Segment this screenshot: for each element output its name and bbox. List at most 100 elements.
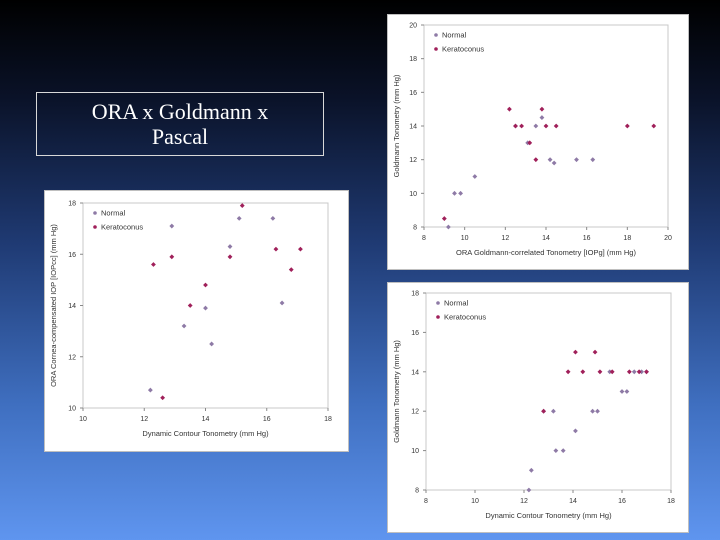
y-axis-label: Goldmann Tonometry (mm Hg) <box>392 74 401 177</box>
data-point-keratoconus <box>298 246 303 252</box>
data-point-keratoconus <box>203 282 208 288</box>
data-point-normal <box>147 387 153 393</box>
data-point-normal <box>181 323 187 329</box>
x-tick-label: 12 <box>501 235 509 242</box>
y-tick-label: 18 <box>68 201 76 208</box>
x-tick-label: 18 <box>667 498 675 505</box>
x-axis-label: ORA Goldmann-correlated Tonometry [IOPg]… <box>456 248 636 257</box>
data-point-keratoconus <box>160 395 166 401</box>
plot-area <box>82 202 329 409</box>
y-tick-label: 12 <box>409 157 417 164</box>
y-tick-label: 14 <box>411 369 419 376</box>
scatter-svg: 8 10 12 14 16 18 20 8 10 12 14 16 18 20 ORA Goldmann-c… <box>392 23 672 258</box>
data-point-normal <box>279 300 285 306</box>
data-point-normal <box>236 215 242 221</box>
data-point-keratoconus <box>239 203 245 208</box>
y-tick-label: 14 <box>68 303 76 310</box>
data-point-keratoconus <box>513 123 518 129</box>
chart-dct-goldmann: 8 10 12 14 16 18 8 10 12 14 16 18 Dynamic Contour To… <box>387 282 689 533</box>
x-tick-label: 10 <box>79 416 87 423</box>
x-tick-label: 8 <box>424 498 428 505</box>
data-point-normal <box>573 428 578 434</box>
y-tick-label: 16 <box>411 330 419 337</box>
y-tick-label: 10 <box>68 406 76 413</box>
data-point-normal <box>452 190 457 196</box>
y-tick-label: 16 <box>68 252 76 259</box>
legend-entry: Normal <box>442 31 467 40</box>
data-point-keratoconus <box>533 157 539 163</box>
data-point-keratoconus <box>580 369 586 375</box>
data-point-normal <box>270 215 276 221</box>
data-point-keratoconus <box>597 369 603 375</box>
legend-entry: Normal <box>444 299 469 308</box>
data-point-normal <box>539 115 545 120</box>
x-tick-label: 16 <box>583 235 591 242</box>
x-axis-label: Dynamic Contour Tonometry (mm Hg) <box>485 511 612 520</box>
y-tick-label: 12 <box>68 354 76 361</box>
chart-dct-iopcc: 10 12 14 16 18 10 12 14 16 18 Dynamic Contour Tono… <box>44 190 349 452</box>
data-point-normal <box>560 448 566 454</box>
data-point-normal <box>551 160 557 166</box>
y-tick-label: 10 <box>411 448 419 455</box>
data-point-keratoconus <box>519 123 525 129</box>
data-point-normal <box>624 389 630 394</box>
x-axis-label: Dynamic Contour Tonometry (mm Hg) <box>142 429 269 438</box>
data-point-keratoconus <box>539 106 545 112</box>
y-tick-label: 16 <box>409 90 417 97</box>
x-tick-label: 12 <box>140 416 148 423</box>
legend-marker <box>93 211 97 215</box>
x-tick-label: 10 <box>461 235 469 242</box>
plot-area <box>425 292 672 491</box>
slide-title: ORA x Goldmann x Pascal <box>91 99 269 149</box>
title-box: ORA x Goldmann x Pascal <box>36 92 324 156</box>
y-axis-label: ORA Cornea-compensated IOP [IOPcc] (mm H… <box>49 224 58 387</box>
x-tick-label: 12 <box>520 498 528 505</box>
legend-marker <box>434 47 438 51</box>
y-tick-label: 8 <box>415 488 419 495</box>
x-tick-label: 18 <box>324 416 332 423</box>
data-point-keratoconus <box>609 369 615 375</box>
y-tick-label: 8 <box>413 225 417 232</box>
data-point-normal <box>590 408 596 414</box>
x-tick-label: 14 <box>569 498 577 505</box>
data-point-keratoconus <box>288 267 294 273</box>
data-point-keratoconus <box>573 349 578 355</box>
legend-entry: Keratoconus <box>442 45 484 54</box>
data-point-keratoconus <box>626 369 632 375</box>
data-point-keratoconus <box>553 123 559 129</box>
data-point-keratoconus <box>636 369 642 375</box>
y-tick-label: 18 <box>411 291 419 298</box>
x-tick-label: 10 <box>471 498 479 505</box>
data-point-keratoconus <box>227 254 233 260</box>
y-tick-label: 14 <box>409 124 417 131</box>
data-point-normal <box>550 408 556 414</box>
data-point-normal <box>209 341 215 347</box>
legend-marker <box>436 315 440 319</box>
data-point-normal <box>227 244 233 249</box>
legend-entry: Keratoconus <box>444 313 486 322</box>
data-point-normal <box>547 157 553 163</box>
data-point-keratoconus <box>624 123 630 129</box>
data-point-normal <box>590 157 596 163</box>
y-tick-label: 20 <box>409 23 417 30</box>
data-point-normal <box>458 190 464 196</box>
x-tick-label: 16 <box>618 498 626 505</box>
data-point-normal <box>533 123 539 129</box>
scatter-svg: 8 10 12 14 16 18 8 10 12 14 16 18 Dynamic Contour To… <box>392 291 675 521</box>
data-point-keratoconus <box>273 246 279 252</box>
data-point-keratoconus <box>651 123 657 129</box>
data-point-normal <box>472 174 478 179</box>
data-point-normal <box>619 389 625 394</box>
chart-ora-goldmann: 8 10 12 14 16 18 20 8 10 12 14 16 18 20 ORA Goldmann-c… <box>387 14 689 270</box>
data-point-keratoconus <box>592 349 598 355</box>
data-point-keratoconus <box>541 408 547 414</box>
data-point-normal <box>607 369 613 375</box>
data-point-keratoconus <box>187 303 193 308</box>
data-point-keratoconus <box>441 216 447 221</box>
data-point-keratoconus <box>151 262 156 267</box>
data-point-keratoconus <box>169 254 175 260</box>
data-point-normal <box>445 224 451 230</box>
data-point-normal <box>553 448 559 454</box>
data-point-normal <box>203 305 208 311</box>
y-tick-label: 18 <box>409 56 417 63</box>
